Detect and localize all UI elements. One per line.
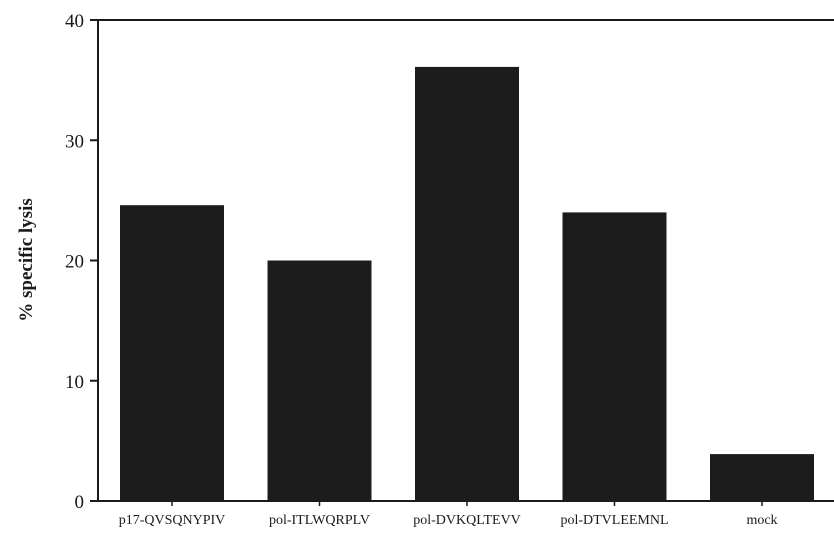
x-axis-labels: p17-QVSQNYPIV pol-ITLWQRPLV pol-DVKQLTEVV p… (119, 501, 778, 528)
chart-bars (120, 66, 814, 502)
y-tick-label: 20 (65, 252, 84, 273)
y-axis-ticks: 0 10 20 30 40 (65, 11, 98, 513)
bar (415, 66, 519, 502)
bar (710, 454, 814, 501)
x-tick-label: pol-ITLWQRPLV (269, 513, 370, 528)
y-tick-label: 0 (75, 492, 85, 513)
bar (267, 260, 372, 501)
x-tick-label: p17-QVSQNYPIV (119, 513, 226, 528)
x-tick-label: pol-DVKQLTEVV (413, 513, 521, 528)
bar (562, 212, 667, 501)
y-axis-title: % specific lysis (16, 198, 37, 322)
x-tick-label: pol-DTVLEEMNL (560, 513, 668, 528)
x-tick-label: mock (746, 513, 777, 528)
y-tick-label: 10 (65, 372, 84, 393)
y-tick-label: 40 (65, 11, 84, 32)
y-tick-label: 30 (65, 131, 84, 152)
bar (120, 205, 224, 501)
